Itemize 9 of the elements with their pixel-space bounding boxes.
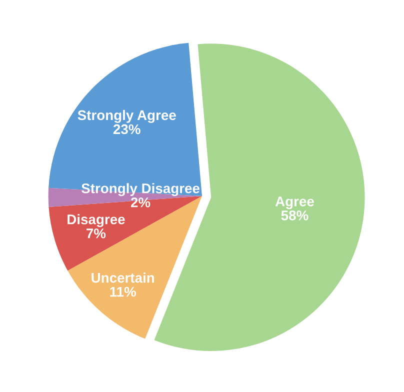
data-label: 2%: [130, 197, 150, 208]
data-label: 7%: [86, 228, 106, 238]
data-label: 11%: [110, 286, 136, 297]
slice-label: Uncertain: [92, 272, 154, 283]
data-label: 23%: [113, 124, 140, 134]
slice-label: Agree: [275, 196, 314, 210]
slice-label: Disagree: [68, 214, 125, 228]
data-label: 58%: [281, 210, 308, 220]
slice-label: Strongly Agree: [78, 110, 176, 123]
